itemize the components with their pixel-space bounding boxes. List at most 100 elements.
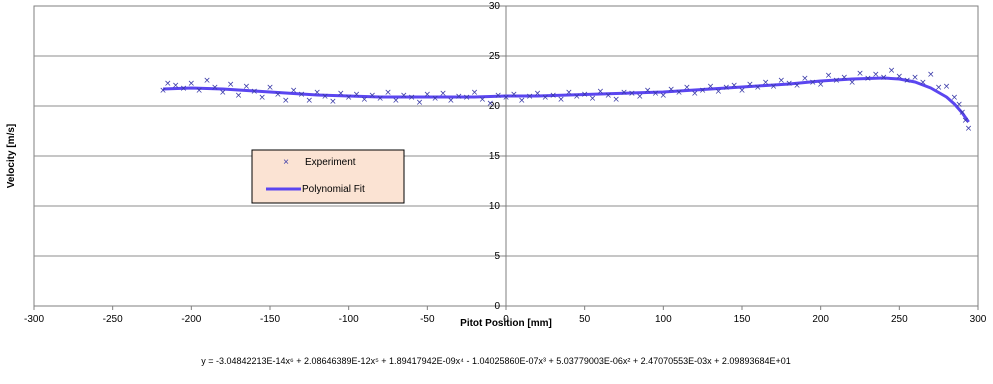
data-point: × bbox=[589, 94, 597, 104]
data-point: × bbox=[384, 88, 392, 98]
data-point: × bbox=[431, 94, 439, 104]
data-point: × bbox=[958, 108, 966, 118]
data-point: × bbox=[471, 88, 479, 98]
data-point: × bbox=[604, 91, 612, 101]
y-tick-label: 10 bbox=[489, 201, 501, 212]
data-point: × bbox=[494, 91, 502, 101]
data-point: × bbox=[793, 81, 801, 91]
data-point: × bbox=[549, 91, 557, 101]
data-point: × bbox=[542, 93, 550, 103]
data-point: × bbox=[243, 82, 251, 92]
data-point: × bbox=[159, 86, 167, 96]
data-point: × bbox=[353, 90, 361, 100]
data-point: × bbox=[408, 93, 416, 103]
data-point: × bbox=[691, 89, 699, 99]
data-point: × bbox=[785, 79, 793, 89]
data-point: × bbox=[754, 83, 762, 93]
data-point: × bbox=[856, 69, 864, 79]
data-point: × bbox=[833, 76, 841, 86]
data-point: × bbox=[455, 92, 463, 102]
legend-marker-experiment: × bbox=[283, 157, 289, 168]
data-point: × bbox=[392, 96, 400, 106]
data-point: × bbox=[840, 73, 848, 83]
x-tick-label: 50 bbox=[579, 314, 591, 325]
data-point: × bbox=[597, 87, 605, 97]
y-tick-label: 30 bbox=[489, 1, 501, 12]
data-point: × bbox=[896, 72, 904, 82]
data-point: × bbox=[172, 81, 180, 91]
trendline-equation: y = -3.04842213E-14x⁶ + 2.08646389E-12x⁵… bbox=[201, 356, 791, 366]
x-axis: -300 -250 -200 -150 -100 -50 0 50 100 150 200 250 30… bbox=[24, 306, 987, 325]
data-point: × bbox=[368, 91, 376, 101]
data-point: × bbox=[683, 83, 691, 93]
data-point: × bbox=[848, 78, 856, 88]
data-point: × bbox=[620, 88, 628, 98]
y-tick-label: 5 bbox=[494, 251, 500, 262]
x-tick-label: -100 bbox=[339, 314, 359, 325]
y-tick-label: 20 bbox=[489, 101, 501, 112]
data-point: × bbox=[486, 99, 494, 109]
data-point: × bbox=[888, 66, 896, 76]
data-point: × bbox=[447, 96, 455, 106]
data-point: × bbox=[321, 92, 329, 102]
legend-label-fit: Polynomial Fit bbox=[302, 184, 365, 195]
data-point: × bbox=[955, 100, 963, 110]
x-tick-label: -300 bbox=[24, 314, 44, 325]
x-tick-label: 300 bbox=[970, 314, 987, 325]
data-point: × bbox=[644, 86, 652, 96]
legend-label-experiment: Experiment bbox=[305, 157, 356, 168]
x-tick-label: 200 bbox=[812, 314, 829, 325]
data-point: × bbox=[424, 90, 432, 100]
data-point: × bbox=[746, 80, 754, 90]
data-point: × bbox=[203, 76, 211, 86]
data-point: × bbox=[439, 89, 447, 99]
data-point: × bbox=[903, 76, 911, 86]
data-point: × bbox=[778, 76, 786, 86]
x-tick-label: 150 bbox=[734, 314, 751, 325]
x-axis-title: Pitot Position [mm] bbox=[460, 318, 552, 329]
data-point: × bbox=[636, 92, 644, 102]
data-point: × bbox=[274, 90, 282, 100]
x-tick-label: 0 bbox=[503, 314, 509, 325]
data-point: × bbox=[329, 97, 337, 107]
data-point: × bbox=[518, 96, 526, 106]
data-point: × bbox=[266, 83, 274, 93]
x-tick-label: -50 bbox=[420, 314, 435, 325]
data-point: × bbox=[667, 85, 675, 95]
data-point: × bbox=[306, 96, 314, 106]
data-point: × bbox=[872, 70, 880, 80]
data-point: × bbox=[738, 86, 746, 96]
data-point: × bbox=[809, 78, 817, 88]
data-point: × bbox=[526, 92, 534, 102]
x-tick-label: 250 bbox=[891, 314, 908, 325]
data-point: × bbox=[557, 95, 565, 105]
data-point: × bbox=[164, 79, 172, 89]
data-point: × bbox=[935, 83, 943, 93]
data-point: × bbox=[250, 87, 258, 97]
data-point: × bbox=[180, 84, 188, 94]
y-axis: 0 5 10 15 20 25 30 bbox=[489, 1, 507, 312]
data-point: × bbox=[652, 89, 660, 99]
y-tick-label: 15 bbox=[489, 151, 501, 162]
data-point: × bbox=[927, 70, 935, 80]
data-point: × bbox=[943, 82, 951, 92]
data-point: × bbox=[282, 96, 290, 106]
x-tick-label: -150 bbox=[260, 314, 280, 325]
legend: × Experiment Polynomial Fit bbox=[251, 149, 405, 204]
data-point: × bbox=[416, 98, 424, 108]
data-point: × bbox=[801, 74, 809, 84]
y-tick-label: 25 bbox=[489, 51, 501, 62]
data-point: × bbox=[628, 89, 636, 99]
experiment-series: ×× × × ×××× ×××× ×××××× ××× × ×× × × × × ××× × × ×× × ×× × ×… bbox=[159, 66, 972, 134]
data-point: × bbox=[707, 82, 715, 92]
data-point: × bbox=[919, 78, 927, 88]
data-point: × bbox=[699, 86, 707, 96]
data-point: × bbox=[722, 83, 730, 93]
data-point: × bbox=[502, 93, 510, 103]
data-point: × bbox=[715, 87, 723, 97]
data-point: × bbox=[911, 73, 919, 83]
data-point: × bbox=[188, 79, 196, 89]
data-point: × bbox=[951, 93, 959, 103]
data-point: × bbox=[730, 81, 738, 91]
